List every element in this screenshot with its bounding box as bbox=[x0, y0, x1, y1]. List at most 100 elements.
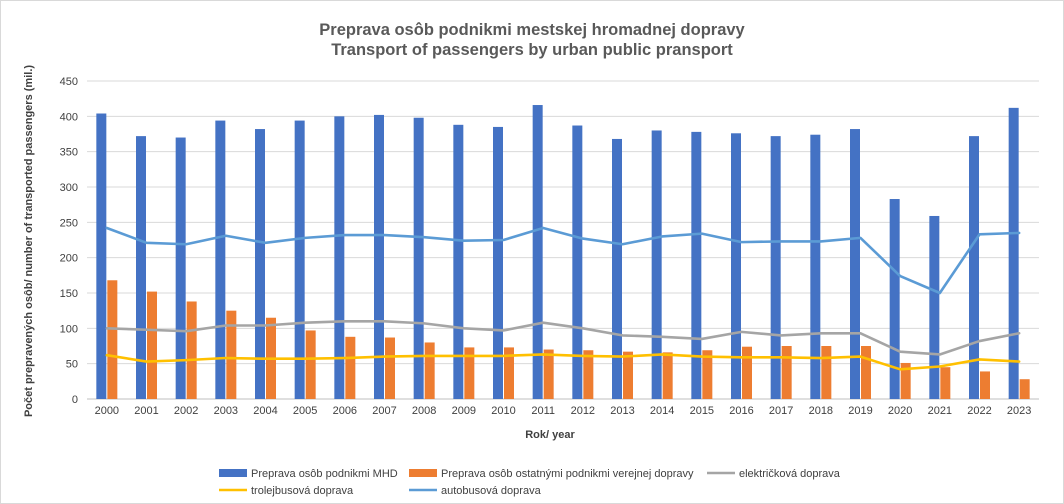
chart-subtitle: Transport of passengers by urban public … bbox=[331, 41, 733, 59]
bar bbox=[651, 130, 662, 399]
bar bbox=[662, 352, 673, 399]
x-tick-label: 2011 bbox=[531, 405, 555, 417]
bar bbox=[543, 349, 554, 399]
y-tick-label: 200 bbox=[60, 253, 78, 265]
y-tick-label: 400 bbox=[60, 111, 78, 123]
y-tick-labels: 0 50 100 150 200 250 300 350 400 450 bbox=[60, 76, 78, 406]
bar bbox=[334, 116, 345, 399]
x-tick-label: 2013 bbox=[610, 405, 634, 417]
bar bbox=[980, 371, 990, 399]
bar bbox=[810, 134, 821, 399]
bar bbox=[453, 124, 464, 400]
x-tick-label: 2007 bbox=[372, 405, 396, 417]
bar bbox=[702, 350, 713, 399]
y-tick-label: 350 bbox=[60, 147, 78, 159]
bar bbox=[889, 199, 900, 399]
x-tick-label: 2018 bbox=[809, 405, 833, 417]
bar bbox=[861, 346, 871, 399]
bar bbox=[413, 117, 424, 399]
x-tick-label: 2012 bbox=[571, 405, 595, 417]
bar bbox=[305, 330, 316, 399]
bar bbox=[1019, 379, 1030, 399]
bar bbox=[255, 129, 265, 399]
bar bbox=[572, 125, 583, 400]
x-tick-label: 2001 bbox=[134, 405, 158, 417]
legend-label: autobusová doprava bbox=[441, 485, 542, 497]
legend-label: električková doprava bbox=[739, 468, 841, 480]
x-tick-label: 2003 bbox=[214, 405, 238, 417]
bar bbox=[770, 136, 781, 399]
chart-title: Preprava osôb podnikmi mestskej hromadne… bbox=[319, 21, 745, 39]
bar bbox=[1008, 107, 1019, 399]
bar bbox=[821, 346, 832, 399]
y-tick-label: 0 bbox=[72, 394, 78, 406]
x-tick-label: 2004 bbox=[253, 405, 277, 417]
x-tick-label: 2021 bbox=[928, 405, 952, 417]
legend-label: Preprava osôb podnikmi MHD bbox=[251, 468, 398, 480]
bar bbox=[464, 347, 475, 399]
bar bbox=[345, 336, 356, 399]
bar bbox=[504, 347, 514, 399]
y-tick-label: 100 bbox=[60, 323, 78, 335]
bar bbox=[107, 280, 118, 399]
line-series-group bbox=[105, 226, 1021, 371]
y-tick-label: 450 bbox=[60, 76, 78, 88]
bar bbox=[186, 301, 197, 399]
x-tick-label: 2017 bbox=[769, 405, 793, 417]
y-tick-label: 300 bbox=[60, 182, 78, 194]
x-tick-label: 2022 bbox=[967, 405, 991, 417]
x-tick-label: 2019 bbox=[848, 405, 872, 417]
bar bbox=[294, 120, 305, 399]
x-tick-label: 2023 bbox=[1007, 405, 1031, 417]
bar bbox=[147, 291, 157, 399]
bar bbox=[742, 346, 752, 399]
bar bbox=[623, 351, 633, 399]
series-line bbox=[105, 353, 1021, 371]
x-axis-label: Rok/ year bbox=[525, 429, 575, 441]
bar bbox=[493, 126, 503, 399]
y-tick-label: 150 bbox=[60, 288, 78, 300]
bar bbox=[900, 362, 911, 399]
x-tick-label: 2010 bbox=[491, 405, 515, 417]
bar bbox=[940, 367, 951, 399]
gridlines bbox=[87, 80, 1039, 400]
bar bbox=[781, 346, 792, 399]
bar bbox=[969, 136, 979, 399]
bar bbox=[385, 337, 395, 399]
bar bbox=[850, 129, 860, 399]
y-tick-label: 50 bbox=[66, 359, 78, 371]
bar-series-group bbox=[96, 105, 1030, 400]
legend-label: Preprava osôb ostatnými podnikmi verejne… bbox=[441, 468, 694, 480]
bar bbox=[583, 350, 594, 399]
legend-swatch bbox=[219, 469, 247, 477]
bar bbox=[691, 131, 702, 399]
series-line bbox=[105, 319, 1021, 356]
series-line bbox=[105, 226, 1021, 295]
bar bbox=[612, 138, 622, 400]
bar bbox=[96, 113, 107, 400]
x-tick-label: 2014 bbox=[650, 405, 674, 417]
bar bbox=[424, 342, 435, 399]
legend: Preprava osôb podnikmi MHD Preprava osôb … bbox=[219, 468, 841, 497]
x-tick-label: 2015 bbox=[690, 405, 714, 417]
bar bbox=[175, 137, 186, 400]
y-tick-label: 250 bbox=[60, 217, 78, 229]
x-tick-label: 2009 bbox=[452, 405, 476, 417]
x-tick-label: 2008 bbox=[412, 405, 436, 417]
bar bbox=[532, 105, 543, 399]
x-tick-label: 2005 bbox=[293, 405, 317, 417]
legend-swatch bbox=[409, 469, 437, 477]
x-tick-label: 2020 bbox=[888, 405, 912, 417]
x-tick-labels: 2000 2001 2002 2003 2004 2005 2006 2007 2008 2009… bbox=[95, 405, 1032, 417]
x-tick-label: 2006 bbox=[333, 405, 357, 417]
bar bbox=[136, 136, 146, 399]
bar bbox=[215, 120, 226, 399]
bar bbox=[929, 215, 940, 399]
bar bbox=[226, 310, 237, 399]
bar bbox=[731, 133, 741, 399]
x-tick-label: 2002 bbox=[174, 405, 198, 417]
y-axis-label: Počet prepravených osôb/ number of trans… bbox=[23, 65, 35, 417]
x-tick-label: 2000 bbox=[95, 405, 119, 417]
